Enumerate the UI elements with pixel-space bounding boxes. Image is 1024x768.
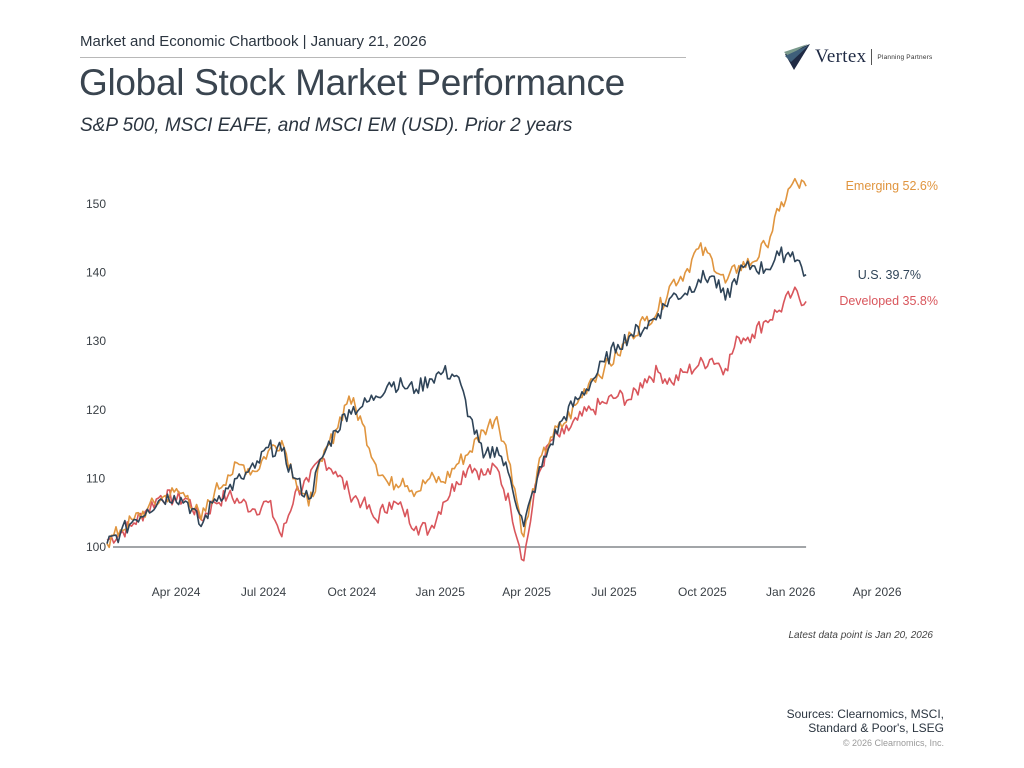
header-divider: [80, 57, 686, 58]
sources-line-1: Sources: Clearnomics, MSCI,: [786, 707, 944, 721]
y-tick-label: 120: [86, 403, 106, 417]
logo-tagline: Planning Partners: [877, 53, 933, 61]
sources: Sources: Clearnomics, MSCI, Standard & P…: [787, 707, 944, 735]
end-label-developed: Developed 35.8%: [839, 294, 938, 308]
x-tick-label: Jul 2024: [241, 585, 287, 599]
end-label-emerging: Emerging 52.6%: [846, 179, 938, 193]
end-labels: Emerging 52.6% U.S. 39.7% Developed 35.8%: [839, 179, 938, 308]
y-tick-label: 140: [86, 266, 106, 280]
x-tick-label: Jan 2026: [766, 585, 816, 599]
latest-data-note: Latest data point is Jan 20, 2026: [788, 630, 933, 641]
x-tick-label: Apr 2025: [502, 585, 551, 599]
vertex-chevron-logo-icon: [784, 44, 810, 70]
end-label-us: U.S. 39.7%: [858, 268, 921, 282]
vertex-logo: Vertex Planning Partners: [782, 40, 932, 74]
page-title: Global Stock Market Performance: [79, 62, 625, 103]
x-tick-label: Apr 2026: [853, 585, 902, 599]
x-tick-label: Jul 2025: [591, 585, 637, 599]
x-tick-label: Oct 2025: [678, 585, 727, 599]
logo-divider: [871, 49, 873, 65]
y-tick-label: 130: [86, 334, 106, 348]
x-axis: Apr 2024 Jul 2024 Oct 2024 Jan 2025 Apr 2025…: [152, 585, 902, 599]
y-tick-label: 150: [86, 197, 106, 211]
series-line-emerging: [106, 177, 807, 549]
series-line-us: [106, 246, 807, 544]
x-tick-label: Apr 2024: [152, 585, 201, 599]
page-subtitle: S&P 500, MSCI EAFE, and MSCI EM (USD). P…: [80, 115, 573, 136]
series-lines: [106, 177, 807, 562]
y-axis: 100 110 120 130 140 150: [86, 197, 106, 554]
x-tick-label: Oct 2024: [328, 585, 377, 599]
x-tick-label: Jan 2025: [416, 585, 466, 599]
series-line-developed: [106, 286, 807, 562]
logo-wordmark: Vertex: [815, 46, 867, 67]
sources-line-2: Standard & Poor's, LSEG: [808, 721, 944, 735]
y-tick-label: 100: [86, 540, 106, 554]
y-tick-label: 110: [86, 471, 105, 485]
chartbook-header: Market and Economic Chartbook | January …: [80, 33, 427, 50]
copyright: © 2026 Clearnomics, Inc.: [842, 738, 944, 748]
